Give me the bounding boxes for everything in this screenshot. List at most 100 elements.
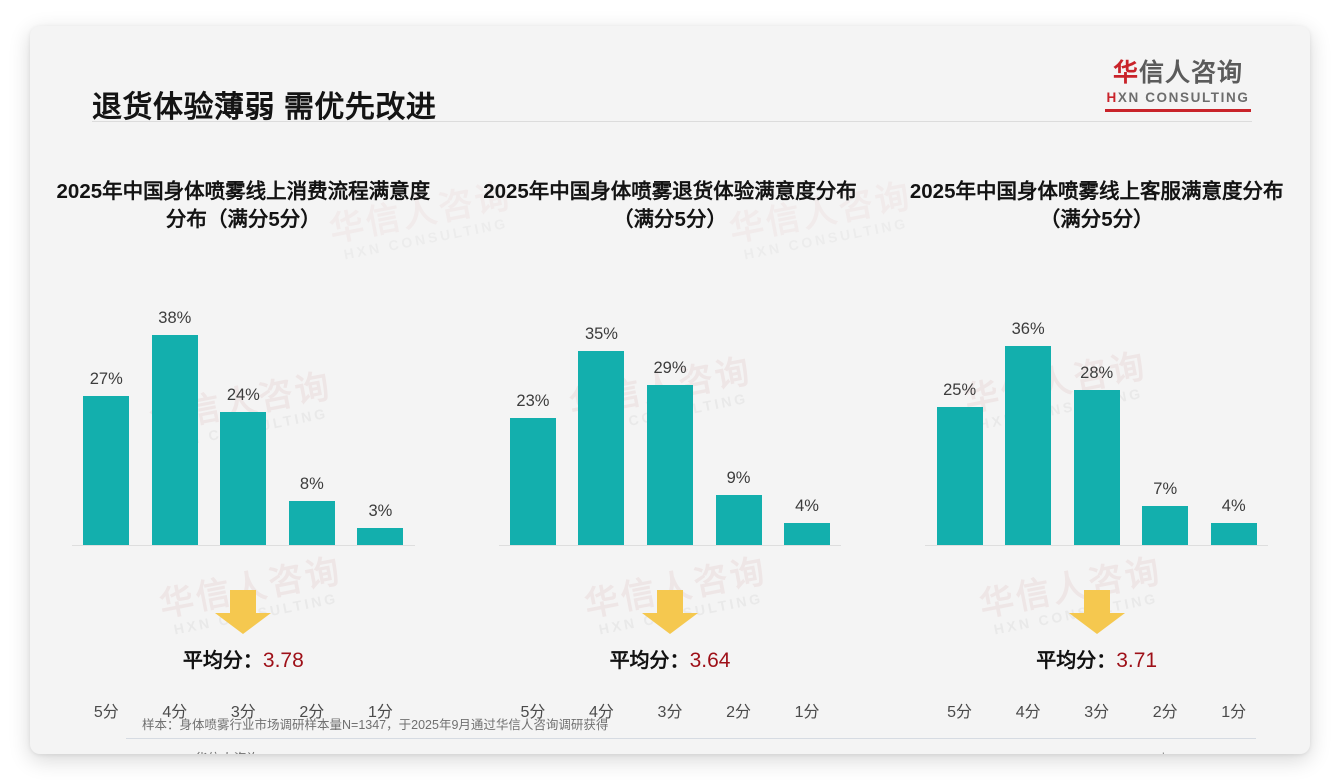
down-arrow-icon <box>639 590 701 634</box>
average-score-value: 3.71 <box>1116 649 1158 672</box>
source-note: 样本：身体喷雾行业市场调研样本量N=1347，于2025年9月通过华信人咨询调研… <box>142 718 609 732</box>
logo-chinese-text: 华信人咨询 <box>1088 60 1268 87</box>
average-score-label: 平均分： <box>182 650 263 672</box>
bar-item: 4% <box>773 296 842 545</box>
category-label: 3分 <box>230 704 256 721</box>
average-score: 平均分：3.71 <box>883 644 1310 673</box>
bar-value-label: 9% <box>726 469 751 487</box>
down-arrow-icon <box>212 590 274 634</box>
bar-item: 29% <box>636 296 705 545</box>
bar-item: 23% <box>499 296 568 545</box>
bar-rect <box>83 396 130 545</box>
bar-rect <box>288 501 335 545</box>
category-label: 1分 <box>794 704 820 721</box>
bar-value-label: 27% <box>89 370 123 388</box>
category-label: 3分 <box>657 704 683 721</box>
logo-underline <box>1105 109 1251 112</box>
category-label: 2分 <box>299 704 325 721</box>
bar-value-label: 28% <box>1080 364 1114 382</box>
bar-rect <box>509 418 556 545</box>
bar-rect <box>151 335 198 545</box>
bar-item: 4% <box>1199 296 1268 545</box>
bar-value-label: 4% <box>1221 497 1246 515</box>
bar-item: 25% <box>925 296 994 545</box>
slide-canvas: 退货体验薄弱 需优先改进 华信人咨询 HXN CONSULTING 华信人咨询 … <box>30 26 1310 754</box>
category-label: 3分 <box>1084 704 1110 721</box>
bar-value-label: 8% <box>299 475 324 493</box>
bar-rect <box>1210 523 1257 545</box>
chart-title: 2025年中国身体喷雾线上客服满意度分布（满分5分） <box>909 180 1284 232</box>
bar-value-label: 25% <box>943 381 977 399</box>
bar-chart-plot: 27% 38% 24% 8% 3% 5分 4分 3分 2分 1分 <box>72 296 415 721</box>
bar-rect <box>357 528 404 545</box>
average-score: 平均分：3.78 <box>30 644 457 673</box>
category-label-row: 5分 4分 3分 2分 1分 <box>499 698 842 722</box>
bar-value-label: 24% <box>226 386 260 404</box>
company-logo: 华信人咨询 HXN CONSULTING <box>1088 60 1268 112</box>
bar-value-label: 38% <box>158 309 192 327</box>
website-link[interactable]: www.hxrcon.com <box>1133 750 1224 754</box>
bar-rect <box>578 351 625 545</box>
bar-item: 7% <box>1131 296 1200 545</box>
category-label: 5分 <box>93 704 119 721</box>
category-label: 4分 <box>1015 704 1041 721</box>
category-label: 4分 <box>162 704 188 721</box>
bar-item: 38% <box>141 296 210 545</box>
category-label: 1分 <box>1221 704 1247 721</box>
logo-english-accent: H <box>1106 90 1118 105</box>
bar-item: 24% <box>209 296 278 545</box>
average-score-value: 3.64 <box>689 649 731 672</box>
charts-row: 2025年中国身体喷雾线上消费流程满意度分布（满分5分） 27% 38% 24% 8%… <box>30 148 1310 721</box>
chart-title: 2025年中国身体喷雾退货体验满意度分布（满分5分） <box>483 180 857 232</box>
category-label: 5分 <box>520 704 546 721</box>
bar-rect <box>1005 346 1052 545</box>
bar-item: 27% <box>72 296 141 545</box>
bar-rect <box>784 523 831 545</box>
bar-item: 8% <box>278 296 347 545</box>
bar-value-label: 35% <box>584 325 618 343</box>
bar-value-label: 4% <box>795 497 819 515</box>
bar-rect <box>715 495 762 545</box>
average-score-label: 平均分： <box>1036 650 1117 672</box>
x-axis-line <box>925 545 1269 546</box>
bar-rect <box>1142 506 1189 545</box>
bar-rect <box>1073 390 1120 545</box>
logo-english-text: HXN CONSULTING <box>1088 90 1268 105</box>
bar-group: 25% 36% 28% 7% 4% <box>925 296 1268 545</box>
bar-item: 3% <box>346 296 415 545</box>
bar-item: 36% <box>994 296 1063 545</box>
bar-item: 28% <box>1062 296 1131 545</box>
copyright-text: ©2025.11 HXR华信人咨询 <box>108 748 260 754</box>
category-label-row: 5分 4分 3分 2分 1分 <box>72 698 415 722</box>
category-label: 4分 <box>589 704 614 721</box>
chart-title: 2025年中国身体喷雾线上消费流程满意度分布（满分5分） <box>56 180 431 232</box>
category-label: 1分 <box>367 704 393 721</box>
down-arrow-icon <box>1066 590 1128 634</box>
average-score: 平均分：3.64 <box>457 644 884 673</box>
bar-group: 23% 35% 29% 9% 4% <box>499 296 842 545</box>
bar-rect <box>220 412 267 545</box>
bar-chart-plot: 25% 36% 28% 7% 4% 5分 4分 3分 2分 1分 <box>925 296 1269 721</box>
category-label: 5分 <box>947 704 973 721</box>
x-axis-line <box>498 545 842 546</box>
bar-rect <box>647 385 693 545</box>
bar-rect <box>936 407 983 545</box>
bar-value-label: 36% <box>1011 320 1045 338</box>
bar-value-label: 23% <box>516 392 550 410</box>
chart-panel-2: 2025年中国身体喷雾退货体验满意度分布（满分5分） 23% 35% 29% 9% 4%… <box>457 148 884 721</box>
average-score-value: 3.78 <box>262 649 304 672</box>
slide-footer: ©2025.11 HXR华信人咨询 www.hxrcon.com <box>30 738 1310 754</box>
bar-group: 27% 38% 24% 8% 3% <box>72 296 415 545</box>
bar-value-label: 7% <box>1153 480 1178 498</box>
category-label-row: 5分 4分 3分 2分 1分 <box>925 698 1268 722</box>
category-label: 2分 <box>1152 704 1178 721</box>
x-axis-line <box>72 545 415 546</box>
average-score-label: 平均分： <box>609 650 690 672</box>
slide-header: 退货体验薄弱 需优先改进 华信人咨询 HXN CONSULTING <box>30 26 1310 124</box>
category-label: 2分 <box>726 704 751 721</box>
logo-chinese-rest: 信人咨询 <box>1139 59 1244 87</box>
logo-accent-char: 华 <box>1112 59 1139 87</box>
bar-item: 35% <box>567 296 636 545</box>
footer-divider <box>126 738 1256 739</box>
header-divider <box>92 121 1252 122</box>
